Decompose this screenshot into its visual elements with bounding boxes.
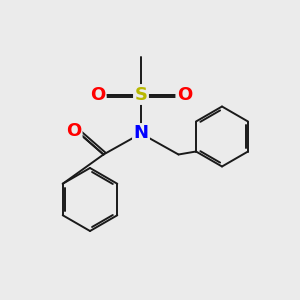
Text: O: O	[66, 122, 81, 140]
Text: N: N	[134, 124, 148, 142]
Text: O: O	[177, 85, 192, 103]
Text: O: O	[90, 85, 105, 103]
Text: S: S	[134, 85, 148, 103]
